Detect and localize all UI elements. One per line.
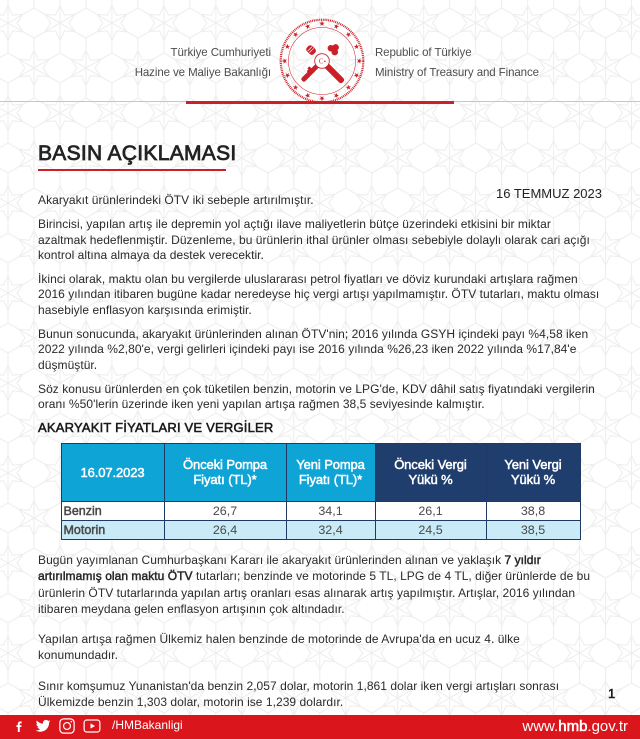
svg-text:C: C bbox=[319, 58, 324, 65]
